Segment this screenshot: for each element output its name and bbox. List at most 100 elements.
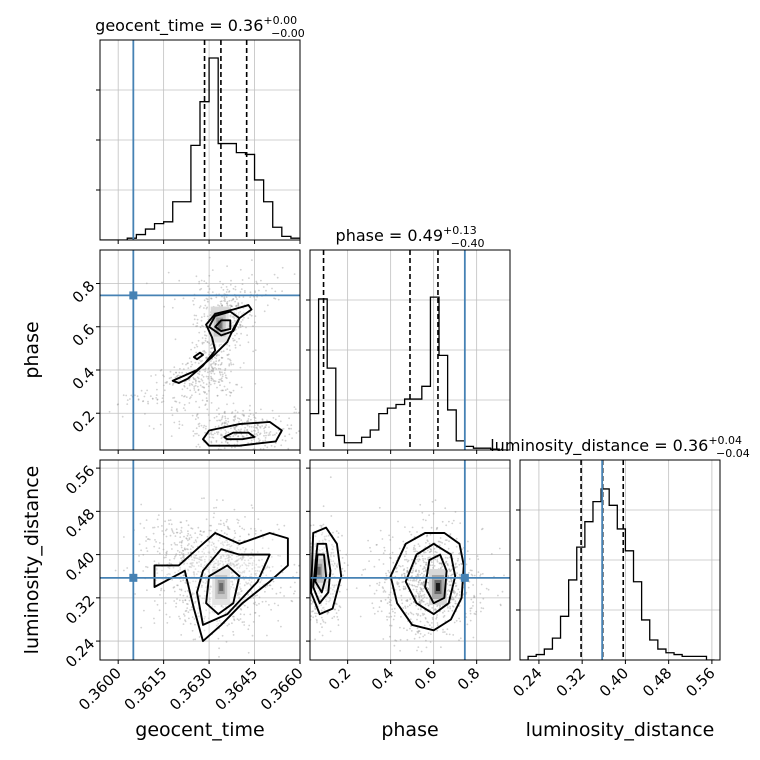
sample-point	[204, 337, 207, 340]
sample-point	[256, 457, 258, 459]
sample-point	[210, 555, 212, 558]
sample-point	[212, 378, 214, 381]
sample-point	[198, 280, 201, 283]
sample-point	[239, 366, 242, 369]
sample-point	[178, 371, 181, 374]
sample-point	[149, 395, 152, 398]
sample-point	[232, 315, 235, 318]
sample-point	[145, 536, 148, 538]
sample-point	[195, 314, 198, 317]
sample-point	[215, 624, 218, 627]
sample-point	[194, 638, 197, 641]
sample-point	[336, 563, 339, 566]
sample-point	[335, 298, 337, 300]
sample-point	[243, 571, 246, 574]
sample-point	[139, 522, 142, 525]
sample-point	[203, 574, 206, 577]
sample-point	[278, 415, 280, 417]
sample-point	[380, 599, 382, 602]
sample-point	[419, 579, 421, 582]
sample-point	[430, 561, 433, 564]
sample-point	[228, 358, 231, 361]
sample-point	[393, 607, 396, 610]
sample-point	[249, 291, 252, 294]
sample-point	[414, 570, 417, 572]
sample-point	[227, 431, 230, 434]
sample-point	[195, 597, 198, 599]
sample-point	[197, 389, 200, 392]
sample-point	[224, 541, 226, 543]
sample-point	[181, 388, 184, 391]
sample-point	[258, 602, 260, 605]
sample-point	[268, 604, 270, 606]
sample-point	[218, 413, 221, 415]
sample-point	[174, 543, 177, 546]
sample-point	[215, 415, 218, 418]
y-tick-label: 0.32	[62, 591, 98, 627]
sample-point	[203, 530, 206, 533]
sample-point	[331, 617, 334, 620]
sample-point	[332, 531, 334, 534]
sample-point	[413, 550, 416, 553]
sample-point	[186, 603, 189, 605]
sample-point	[230, 314, 233, 316]
sample-point	[396, 570, 399, 573]
sample-point	[230, 446, 233, 449]
sample-point	[286, 424, 289, 426]
sample-point	[415, 604, 417, 607]
sample-point	[249, 575, 251, 578]
sample-point	[196, 325, 199, 327]
sample-point	[409, 618, 412, 621]
density-cell	[219, 583, 224, 592]
sample-point	[240, 321, 243, 323]
sample-point	[188, 382, 191, 385]
sample-point	[208, 256, 211, 259]
sample-point	[419, 632, 422, 635]
sample-point	[253, 295, 255, 298]
sample-point	[191, 341, 194, 344]
sample-point	[202, 386, 205, 389]
sample-point	[235, 305, 237, 307]
sample-point	[190, 545, 193, 547]
sample-point	[224, 417, 227, 420]
sample-point	[388, 593, 391, 596]
sample-point	[237, 435, 240, 438]
sample-point	[191, 593, 194, 596]
sample-point	[245, 564, 248, 567]
sample-point	[449, 590, 451, 592]
sample-point	[190, 365, 192, 368]
sample-point	[420, 582, 423, 584]
sample-point	[214, 367, 216, 369]
luminosity_distance-hist-frame	[519, 459, 721, 661]
sample-point	[222, 283, 224, 286]
density-cell	[316, 566, 321, 575]
sample-point	[203, 620, 206, 623]
sample-point	[312, 601, 315, 604]
sample-point	[334, 608, 337, 611]
sample-point	[375, 544, 378, 546]
sample-point	[422, 584, 425, 587]
sample-point	[415, 579, 417, 582]
sample-point	[234, 409, 237, 412]
sample-point	[232, 337, 234, 340]
sample-point	[168, 523, 171, 525]
sample-point	[254, 426, 257, 429]
sample-point	[440, 566, 442, 569]
sample-point	[206, 298, 209, 301]
sample-point	[474, 613, 477, 616]
sample-point	[423, 634, 426, 636]
sample-point	[216, 419, 219, 422]
sample-point	[331, 573, 333, 576]
sample-point	[195, 325, 198, 328]
contour-line	[314, 553, 328, 594]
sample-point	[204, 403, 207, 406]
sample-point	[235, 312, 238, 315]
sample-point	[437, 540, 440, 543]
sample-point	[199, 530, 202, 533]
sample-point	[321, 539, 324, 542]
sample-point	[376, 543, 378, 546]
sample-point	[321, 548, 324, 551]
sample-point	[304, 626, 306, 628]
sample-point	[205, 297, 208, 300]
